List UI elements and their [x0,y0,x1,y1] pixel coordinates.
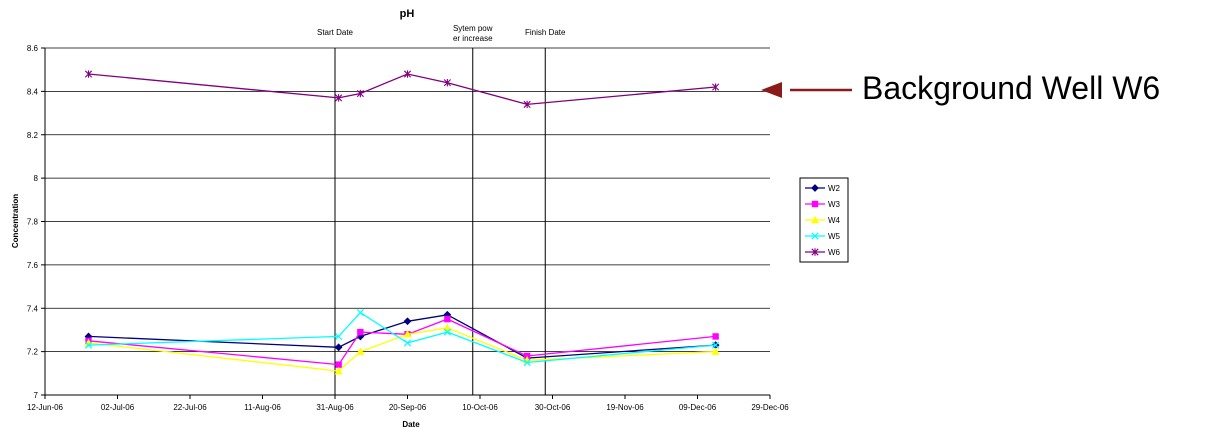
data-point-w6 [523,100,531,109]
data-point-w5 [712,341,720,349]
legend-label-w5: W5 [828,232,841,241]
legend: W2 W3 W4 W5 W6 [799,177,849,263]
y-tick-label: 8 [34,174,39,183]
legend-label-w4: W4 [828,216,841,225]
chart-title: pH [400,8,415,20]
legend-label-w3: W3 [828,200,841,209]
data-point-w4 [403,330,412,338]
legend-label-w2: W2 [828,184,841,193]
event-label: Finish Date [525,28,566,37]
data-point-w5 [335,332,343,341]
data-point-w5 [356,308,364,317]
x-tick-label: 11-Aug-06 [244,403,281,412]
x-tick-label: 02-Jul-06 [101,403,135,412]
data-point-w5 [523,358,531,367]
x-tick-label: 20-Sep-06 [389,403,427,412]
data-point-w6 [403,70,412,78]
legend-marker-w5 [811,232,819,240]
event-lines: Start Date Sytem pow er increase Finish Dat… [317,24,566,395]
x-tick-label: 10-Oct-06 [462,403,498,412]
data-point-w4 [356,347,365,355]
x-tick-label: 22-Jul-06 [173,403,207,412]
series-layer [84,70,720,375]
data-point-w5 [443,328,451,336]
legend-marker-w3 [811,200,819,208]
y-tick-label: 7 [34,391,39,400]
data-point-w4 [711,347,720,355]
legend-label-w6: W6 [828,248,841,257]
legend-marker-w6 [811,248,819,256]
data-point-w6 [335,94,343,102]
data-point-w5 [403,339,412,347]
legend-marker-w2 [811,184,819,192]
data-point-w4 [443,323,452,331]
data-point-w2 [403,317,412,326]
callout-arrow [761,82,852,98]
x-ticks: 12-Jun-06 02-Jul-06 22-Jul-06 11-Aug-06 31-A… [27,395,789,412]
data-point-w3 [357,328,364,336]
data-point-w4 [334,366,343,375]
y-axis-label: Concentration [11,194,20,248]
series-w6 [84,70,720,109]
y-ticks: 7 7.2 7.4 7.6 7.8 8 8.2 8.4 8.6 [27,44,45,400]
data-point-w3 [444,315,451,323]
x-tick-label: 29-Dec-06 [751,403,789,412]
y-tick-label: 7.6 [27,261,39,270]
y-tick-label: 8.4 [27,87,39,96]
data-point-w3 [335,361,342,368]
x-tick-label: 31-Aug-06 [316,403,354,412]
event-label: Start Date [317,28,354,37]
y-tick-label: 8.2 [27,131,39,140]
data-point-w5 [84,341,93,349]
data-point-w2 [334,343,343,352]
data-point-w6 [84,70,93,78]
x-tick-label: 09-Dec-06 [679,403,717,412]
y-tick-label: 7.4 [27,304,39,313]
background-well-callout: Background Well W6 [862,70,1161,106]
x-tick-label: 19-Nov-06 [606,403,644,412]
event-label: Sytem pow er increase [453,24,493,43]
data-point-w3 [712,333,719,340]
data-point-w6 [712,83,720,91]
x-tick-label: 30-Oct-06 [535,403,571,412]
data-point-w6 [443,79,451,87]
y-tick-label: 8.6 [27,44,39,53]
y-tick-label: 7.8 [27,218,39,227]
x-axis-label: Date [402,420,420,428]
legend-marker-w4 [810,215,820,224]
series-w5 [84,308,720,367]
data-point-w6 [356,89,364,98]
y-tick-label: 7.2 [27,348,39,357]
x-tick-label: 12-Jun-06 [27,403,64,412]
